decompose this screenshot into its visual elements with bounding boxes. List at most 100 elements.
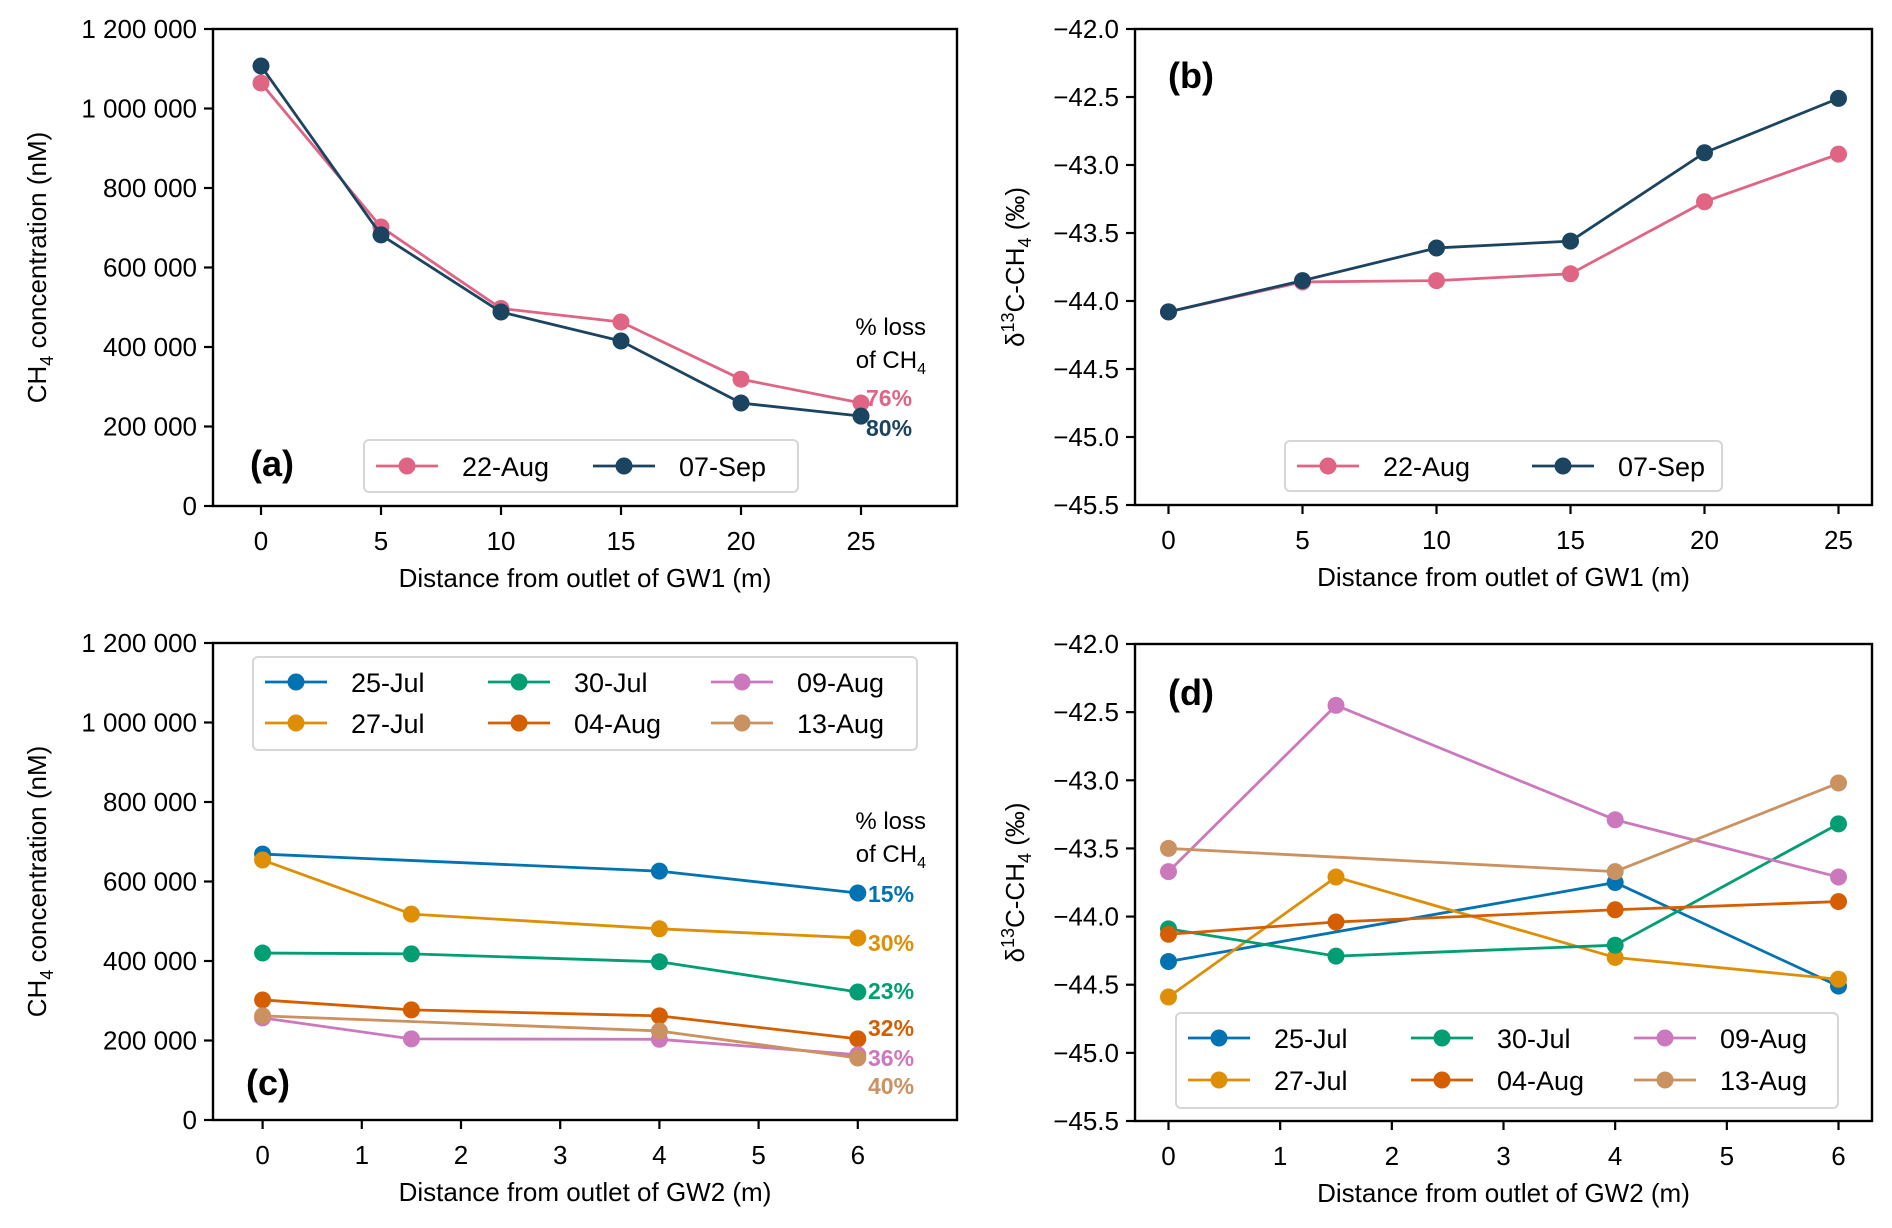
data-point [849, 929, 867, 947]
legend-marker [615, 457, 633, 475]
data-point [612, 313, 630, 331]
y-tick-label: −45.5 [1053, 1106, 1119, 1136]
series-line [259, 65, 862, 418]
legend-marker [510, 714, 528, 732]
x-axis-label: Distance from outlet of GW2 (m) [1317, 1178, 1690, 1208]
legend-item: 25-Jul [1188, 1024, 1348, 1054]
legend-item: 13-Aug [1634, 1066, 1807, 1096]
x-tick-label: 3 [1496, 1141, 1510, 1171]
series-line [262, 852, 858, 895]
y-tick-label: 600 000 [103, 253, 197, 283]
y-tick-label: 400 000 [103, 946, 197, 976]
series-line [259, 82, 862, 405]
data-point [1160, 303, 1177, 321]
legend-marker [1319, 457, 1337, 475]
y-tick-label: −45.5 [1053, 490, 1119, 520]
loss-percent-label: 32% [868, 1015, 914, 1041]
legend-label: 22-Aug [462, 452, 549, 482]
y-tick-label: −44.5 [1053, 970, 1119, 1000]
x-tick-label: 15 [1556, 525, 1585, 555]
data-point [1606, 863, 1624, 881]
loss-percent-label: 36% [868, 1045, 914, 1071]
data-point [849, 1049, 867, 1067]
x-tick-label: 20 [727, 526, 756, 556]
series-line [262, 858, 858, 940]
series-line [1167, 703, 1839, 879]
x-tick-label: 0 [1161, 1141, 1175, 1171]
series-09-Aug [1160, 696, 1847, 886]
legend-marker [287, 673, 305, 691]
legend-marker [1433, 1071, 1451, 1089]
data-point [852, 407, 870, 425]
legend-label: 13-Aug [797, 709, 884, 739]
series-30-Jul [254, 944, 867, 1001]
y-tick-label: 1 200 000 [81, 628, 197, 658]
legend-item: 09-Aug [1634, 1024, 1807, 1054]
x-axis-label: Distance from outlet of GW1 (m) [399, 563, 772, 593]
legend-box [363, 439, 799, 493]
legend-label: 09-Aug [1720, 1024, 1807, 1054]
y-tick-label: 400 000 [103, 332, 197, 362]
data-point [612, 332, 630, 350]
legend-item: 04-Aug [1411, 1066, 1584, 1096]
y-tick-label: 200 000 [103, 1026, 197, 1056]
panel-label: (b) [1168, 55, 1214, 96]
data-point [1830, 815, 1847, 833]
legend-label: 25-Jul [1274, 1024, 1348, 1054]
x-tick-label: 25 [1824, 525, 1853, 555]
data-point [1562, 265, 1579, 283]
loss-percent-label: 15% [868, 881, 914, 907]
legend-item: 04-Aug [488, 709, 661, 739]
series-line [1168, 97, 1840, 314]
data-point [492, 303, 510, 321]
legend: 22-Aug 07-Sep [363, 439, 799, 493]
series-line [262, 1014, 858, 1060]
legend-label: 13-Aug [1720, 1066, 1807, 1096]
legend-item: 27-Jul [265, 709, 425, 739]
data-point [1562, 232, 1579, 250]
x-tick-label: 3 [553, 1140, 567, 1170]
legend-box [252, 656, 918, 751]
series-line [1168, 781, 1840, 873]
x-tick-label: 2 [1385, 1141, 1399, 1171]
series-27-Jul [254, 851, 867, 947]
y-tick-label: 0 [183, 1105, 197, 1135]
y-tick-label: −44.0 [1053, 902, 1119, 932]
x-tick-label: 10 [487, 526, 516, 556]
legend-label: 07-Sep [679, 452, 766, 482]
data-point [1327, 868, 1345, 886]
legend-marker [1656, 1071, 1674, 1089]
series-line [1168, 822, 1840, 958]
data-point [402, 1030, 420, 1048]
data-point [1428, 272, 1445, 290]
legend-item: 30-Jul [1411, 1024, 1571, 1054]
legend-marker [1210, 1029, 1228, 1047]
legend-marker [398, 457, 416, 475]
series-04-Aug [254, 991, 867, 1048]
x-axis-label: Distance from outlet of GW2 (m) [399, 1177, 772, 1207]
x-tick-label: 5 [751, 1140, 765, 1170]
y-tick-label: −45.0 [1053, 1038, 1119, 1068]
loss-percent-label: 30% [868, 930, 914, 956]
series-line [262, 998, 858, 1041]
legend-label: 30-Jul [1497, 1024, 1571, 1054]
series-22-Aug [1160, 145, 1847, 321]
plot-frame [211, 27, 959, 508]
series-13-Aug [254, 1007, 867, 1067]
data-point [1327, 947, 1345, 965]
x-tick-label: 5 [1295, 525, 1309, 555]
legend-marker [287, 714, 305, 732]
legend-label: 04-Aug [1497, 1066, 1584, 1096]
legend-item: 30-Jul [488, 668, 648, 698]
y-tick-label: 1 200 000 [81, 14, 197, 44]
y-tick-label: −43.5 [1053, 833, 1119, 863]
series-25-Jul [254, 845, 867, 902]
panel-c: 0 200 000 400 000 600 000 800 000 1 000 000 1 … [22, 628, 959, 1207]
x-tick-label: 6 [1831, 1141, 1845, 1171]
loss-percent-label: 80% [866, 415, 912, 441]
data-point [650, 1022, 668, 1040]
y-tick-label: 600 000 [103, 867, 197, 897]
data-point [650, 920, 668, 938]
y-tick-label: −43.0 [1053, 765, 1119, 795]
x-tick-label: 2 [454, 1140, 468, 1170]
